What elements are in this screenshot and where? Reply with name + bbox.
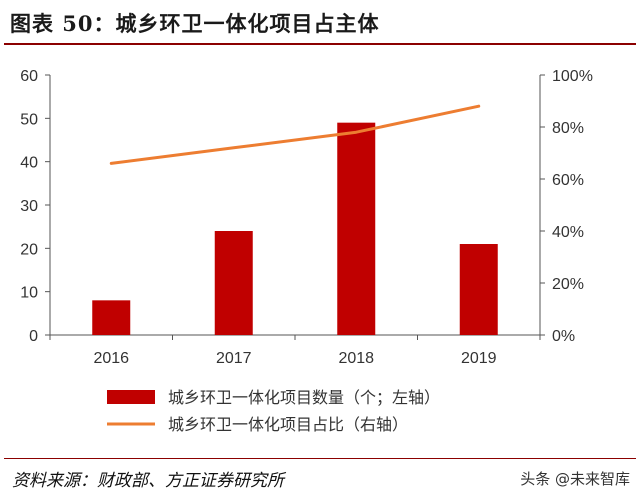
y-left-ticks: 0 10 20 30 40 50 60: [20, 68, 50, 345]
y-left-tick-label: 40: [20, 155, 38, 172]
line-point: [110, 162, 112, 164]
line-point: [233, 147, 235, 149]
y-left-tick-label: 0: [29, 328, 38, 345]
legend-label: 城乡环卫一体化项目数量（个；左轴）: [168, 388, 440, 407]
source-note: 资料来源：财政部、方正证券研究所: [12, 471, 284, 491]
y-right-tick-label: 60%: [552, 172, 584, 189]
y-left-tick-label: 50: [20, 111, 38, 128]
legend: 城乡环卫一体化项目数量（个；左轴） 城乡环卫一体化项目占比（右轴）: [107, 388, 440, 434]
y-right-ticks: 0% 20% 40% 60% 80% 100%: [540, 68, 593, 345]
bar-series: [92, 122, 498, 336]
x-tick-label: 2016: [93, 350, 129, 367]
x-tick-label: 2018: [338, 350, 374, 367]
y-left-tick-label: 20: [20, 241, 38, 258]
legend-label: 城乡环卫一体化项目占比（右轴）: [168, 415, 408, 434]
series-line: [109, 104, 481, 165]
y-right-tick-label: 80%: [552, 120, 584, 137]
y-left-tick-label: 60: [20, 68, 38, 85]
legend-swatch-bar: [107, 390, 155, 404]
bar: [459, 244, 498, 335]
y-right-tick-label: 20%: [552, 276, 584, 293]
line-point: [478, 105, 480, 107]
x-tick-label: 2019: [461, 350, 497, 367]
watermark: 头条 @未来智库: [520, 470, 630, 488]
x-tick-label: 2017: [216, 350, 252, 367]
y-right-tick-label: 40%: [552, 224, 584, 241]
line-series: [109, 104, 481, 165]
y-left-tick-label: 30: [20, 198, 38, 215]
y-right-tick-label: 0%: [552, 328, 575, 345]
y-left-tick-label: 10: [20, 285, 38, 302]
line-point: [355, 131, 357, 133]
bar: [92, 300, 131, 335]
bar: [214, 231, 253, 335]
x-axis-ticks: 2016 2017 2018 2019: [49, 335, 541, 367]
source-divider: [4, 458, 636, 459]
bar: [337, 122, 376, 336]
y-right-tick-label: 100%: [552, 68, 593, 85]
title-divider: [4, 43, 636, 45]
chart-title: 图表 50：城乡环卫一体化项目占主体: [10, 11, 380, 36]
chart: 2016 2017 2018 2019 0 10 20 30 40 50 60 0% 20% 40% 6…: [20, 68, 593, 434]
